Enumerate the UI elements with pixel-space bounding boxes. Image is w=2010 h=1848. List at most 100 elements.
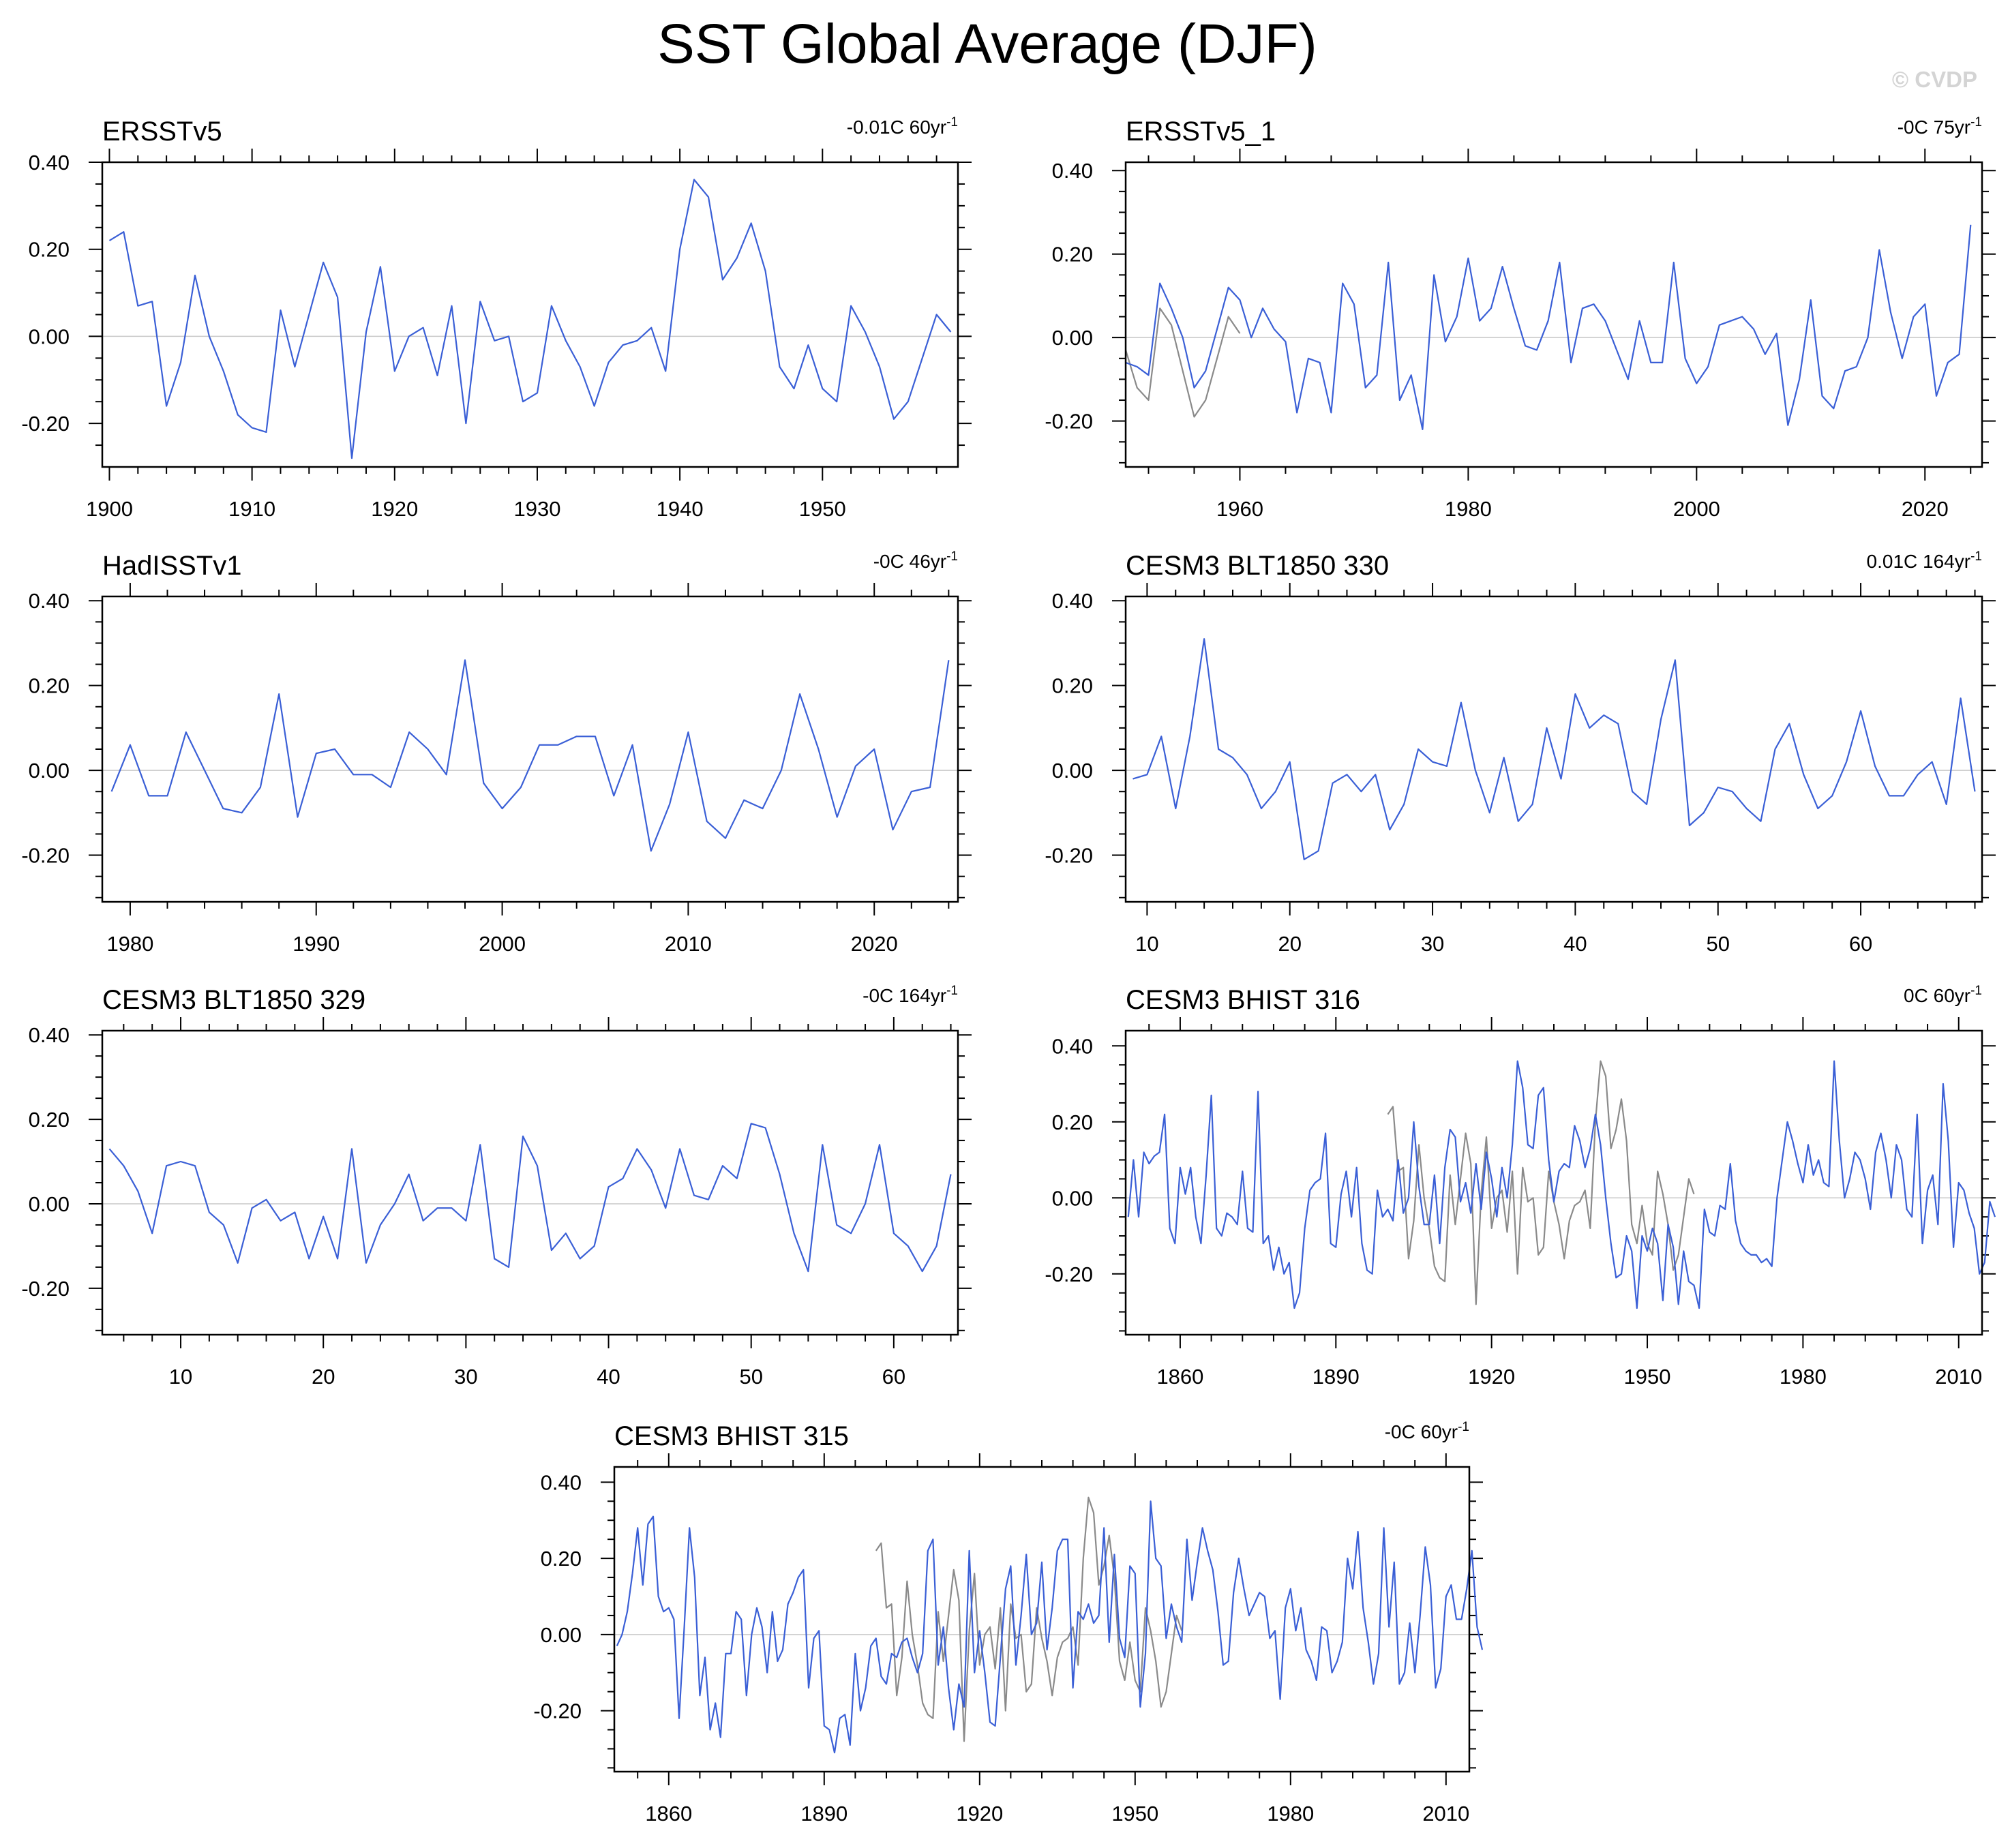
primary-series-line	[616, 1500, 1484, 1754]
y-tick-label: 0.40	[29, 1023, 70, 1047]
y-tick-label: -0.20	[21, 1277, 70, 1301]
trend-superscript: -1	[1970, 984, 1982, 998]
plot-frame	[101, 161, 959, 468]
x-tick-label: 1860	[1156, 1365, 1203, 1389]
x-tick-label: 10	[1135, 932, 1158, 956]
x-tick-label: 60	[1849, 932, 1872, 956]
x-tick-label: 1950	[1111, 1802, 1158, 1826]
y-tick-label: 0.20	[541, 1547, 582, 1571]
y-tick-label: 0.00	[1052, 759, 1093, 783]
trend-label: -0C 60yr-1	[1385, 1420, 1469, 1442]
y-tick-label: 0.20	[29, 1108, 70, 1132]
panel-title: ERSSTv5_1	[1126, 117, 1276, 147]
y-tick-label: 0.00	[1052, 1186, 1093, 1210]
plot-frame	[1124, 595, 1983, 903]
x-tick-label: 50	[739, 1365, 762, 1389]
primary-series-line	[108, 1123, 952, 1273]
trend-superscript: -1	[946, 115, 958, 130]
x-tick-label: 1890	[1312, 1365, 1360, 1389]
y-tick-label: 0.40	[1052, 1034, 1093, 1058]
chart-panel: CESM3 BHIST 315 -0C 60yr-1 0.40 0.20 0.00 -0.…	[533, 1420, 1484, 1826]
y-tick-label: 0.00	[29, 324, 70, 348]
chart-panel: HadISSTv1 -0C 46yr-1 0.40 0.20 0.00 -0.20 1980…	[21, 549, 972, 956]
chart-panel: CESM3 BLT1850 330 0.01C 164yr-1 0.40 0.20 0.…	[1045, 549, 1996, 956]
x-tick-label: 10	[169, 1365, 192, 1389]
trend-label: -0C 75yr-1	[1897, 115, 1982, 138]
trend-text: 0C 60yr	[1904, 985, 1970, 1006]
trend-text: -0.01C 60yr	[847, 117, 946, 138]
y-tick-label: 0.40	[1052, 589, 1093, 613]
panel-title: HadISSTv1	[102, 551, 242, 581]
x-tick-label: 2000	[479, 932, 526, 956]
y-tick-label: -0.20	[21, 412, 70, 436]
x-tick-label: 1900	[86, 497, 133, 521]
y-tick-label: 0.00	[541, 1623, 582, 1647]
primary-series-line	[1132, 638, 1976, 860]
y-tick-label: 0.40	[29, 151, 70, 175]
x-tick-label: 1980	[106, 932, 153, 956]
x-tick-label: 30	[1421, 932, 1444, 956]
trend-text: -0C 164yr	[862, 985, 946, 1006]
secondary-series-line	[1124, 307, 1241, 418]
x-tick-label: 1950	[1624, 1365, 1671, 1389]
primary-series-line	[1127, 1060, 1996, 1309]
y-tick-label: 0.00	[1052, 326, 1093, 350]
x-tick-label: 1960	[1216, 497, 1263, 521]
y-tick-label: -0.20	[1045, 844, 1093, 868]
panel-title: CESM3 BHIST 316	[1126, 985, 1360, 1015]
y-tick-label: -0.20	[533, 1699, 582, 1723]
y-tick-label: 0.20	[1052, 243, 1093, 267]
trend-label: -0C 164yr-1	[862, 984, 958, 1006]
x-tick-label: 1860	[645, 1802, 692, 1826]
chart-panel: CESM3 BLT1850 329 -0C 164yr-1 0.40 0.20 0.00…	[21, 984, 972, 1389]
panel-title: ERSSTv5	[102, 117, 222, 147]
x-tick-label: 1990	[292, 932, 340, 956]
plot-frame	[1124, 161, 1983, 468]
y-tick-label: 0.40	[29, 589, 70, 613]
x-tick-label: 60	[882, 1365, 905, 1389]
trend-superscript: -1	[946, 984, 958, 998]
y-tick-label: -0.20	[1045, 1262, 1093, 1286]
x-tick-label: 40	[597, 1365, 620, 1389]
figure-title: SST Global Average (DJF)	[657, 13, 1317, 75]
chart-panel: ERSSTv5 -0.01C 60yr-1 0.40 0.20 0.00 -0.20 190…	[21, 115, 972, 521]
x-tick-label: 1980	[1267, 1802, 1314, 1826]
panel-title: CESM3 BLT1850 329	[102, 985, 365, 1015]
x-tick-label: 1930	[513, 497, 560, 521]
trend-label: -0.01C 60yr-1	[847, 115, 958, 138]
trend-label: 0C 60yr-1	[1904, 984, 1982, 1006]
primary-series-line	[1125, 224, 1972, 431]
y-tick-label: -0.20	[21, 844, 70, 868]
trend-superscript: -1	[1970, 549, 1982, 564]
x-tick-label: 1910	[228, 497, 275, 521]
x-tick-label: 30	[454, 1365, 477, 1389]
x-tick-label: 1980	[1445, 497, 1492, 521]
x-tick-label: 1920	[956, 1802, 1003, 1826]
trend-label: 0.01C 164yr-1	[1867, 549, 1982, 572]
trend-text: -0C 60yr	[1385, 1421, 1458, 1442]
x-tick-label: 1950	[799, 497, 846, 521]
panel-title: CESM3 BHIST 315	[614, 1421, 849, 1451]
x-tick-label: 2010	[665, 932, 712, 956]
x-tick-label: 2010	[1422, 1802, 1469, 1826]
trend-text: 0.01C 164yr	[1867, 551, 1971, 572]
plot-frame	[1124, 1029, 1983, 1336]
y-tick-label: 0.00	[29, 1192, 70, 1216]
trend-superscript: -1	[1970, 115, 1982, 130]
primary-series-line	[108, 179, 952, 459]
x-tick-label: 1940	[657, 497, 704, 521]
trend-text: -0C 46yr	[873, 551, 946, 572]
x-tick-label: 40	[1563, 932, 1587, 956]
x-tick-label: 20	[312, 1365, 335, 1389]
y-tick-label: 0.00	[29, 759, 70, 783]
x-tick-label: 2000	[1673, 497, 1720, 521]
x-tick-label: 20	[1278, 932, 1301, 956]
trend-text: -0C 75yr	[1897, 117, 1970, 138]
x-tick-label: 2010	[1935, 1365, 1982, 1389]
x-tick-label: 1980	[1780, 1365, 1827, 1389]
plot-frame	[101, 595, 959, 903]
trend-label: -0C 46yr-1	[873, 549, 958, 572]
plot-frame	[613, 1466, 1471, 1773]
plot-frame	[101, 1029, 959, 1336]
